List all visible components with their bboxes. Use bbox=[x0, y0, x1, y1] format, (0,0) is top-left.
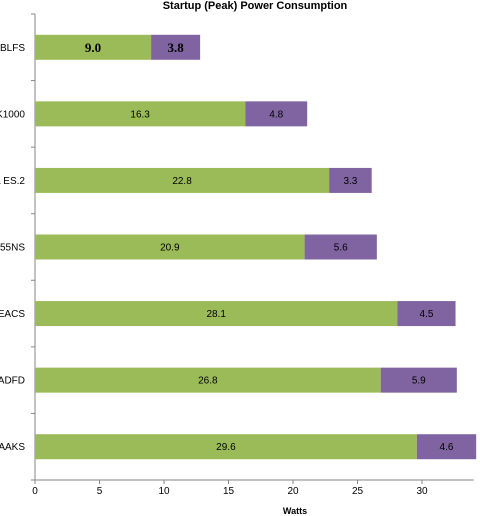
data-label: 5.6 bbox=[334, 243, 348, 254]
bar-segment bbox=[35, 101, 246, 127]
data-label: 4.5 bbox=[420, 309, 434, 320]
bar-segment bbox=[35, 367, 381, 393]
chart-title: Startup (Peak) Power Consumption bbox=[162, 0, 348, 12]
data-label: 9.0 bbox=[85, 40, 101, 55]
bar-segment bbox=[304, 234, 377, 260]
bar-segment bbox=[35, 167, 330, 193]
category-label: DADFD bbox=[0, 376, 25, 387]
x-axis-title: Watts bbox=[282, 506, 308, 516]
data-label: 5.9 bbox=[412, 376, 426, 387]
bar-segment bbox=[35, 34, 152, 60]
data-label: 28.1 bbox=[207, 309, 227, 320]
data-label: 16.3 bbox=[130, 109, 150, 120]
data-label: 3.8 bbox=[167, 40, 184, 55]
bar-segment bbox=[397, 301, 456, 327]
bar-segment bbox=[416, 434, 477, 460]
x-tick-label: 10 bbox=[158, 486, 170, 497]
data-label: 20.9 bbox=[160, 243, 180, 254]
x-tick-label: 20 bbox=[287, 486, 299, 497]
bar-segment bbox=[35, 234, 305, 260]
data-label: 26.8 bbox=[198, 376, 218, 387]
x-tick-label: 25 bbox=[352, 486, 364, 497]
x-tick-label: 0 bbox=[32, 486, 38, 497]
bar-segment bbox=[35, 434, 417, 460]
bar-segment bbox=[245, 101, 308, 127]
category-label: DBLFS bbox=[0, 43, 25, 54]
data-label: 22.8 bbox=[172, 176, 192, 187]
bar-segment bbox=[329, 167, 372, 193]
x-tick-label: 30 bbox=[416, 486, 428, 497]
bar-segment bbox=[35, 301, 398, 327]
data-label: 4.8 bbox=[269, 109, 283, 120]
data-label: 29.6 bbox=[216, 442, 236, 453]
data-label: 3.3 bbox=[343, 176, 357, 187]
bar-segment bbox=[380, 367, 457, 393]
category-label: 755NS bbox=[0, 243, 25, 254]
x-tick-label: 15 bbox=[223, 486, 235, 497]
category-label: K1000 bbox=[0, 109, 25, 120]
category-label: a ES.2 bbox=[0, 176, 25, 187]
data-label: 4.6 bbox=[440, 442, 454, 453]
bar-segment bbox=[151, 34, 201, 60]
category-label: DAAKS bbox=[0, 442, 25, 453]
x-tick-label: 5 bbox=[97, 486, 103, 497]
plot-area: 0 5 10 15 20 25 30 DBLFS 9.0 3.8 K1000 16.3 4.8 a ES.… bbox=[0, 13, 477, 497]
category-label: EACS bbox=[0, 309, 25, 320]
